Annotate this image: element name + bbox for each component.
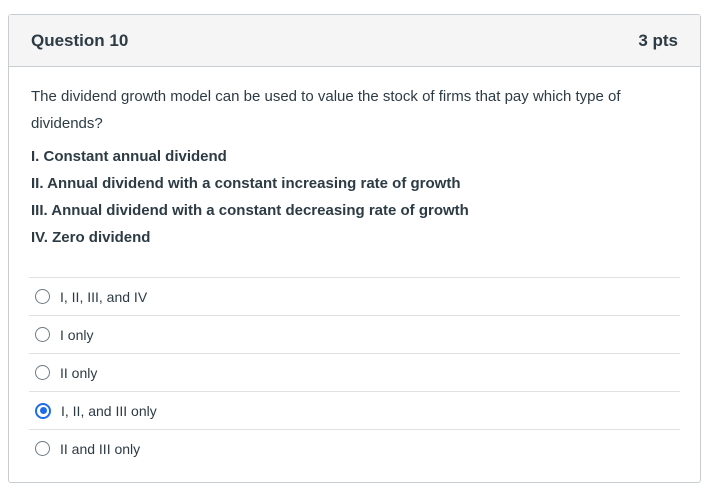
statement-i: I. Constant annual dividend bbox=[31, 148, 227, 165]
option-label[interactable]: I only bbox=[60, 326, 94, 343]
answer-option[interactable]: II only bbox=[29, 353, 680, 391]
radio-dot bbox=[39, 445, 46, 452]
statement-list: I. Constant annual dividend II. Annual d… bbox=[31, 143, 678, 251]
radio-dot bbox=[39, 369, 46, 376]
radio-button[interactable] bbox=[35, 365, 50, 380]
radio-dot bbox=[39, 331, 46, 338]
answer-options: I, II, III, and IV I only II only I, II,… bbox=[29, 277, 680, 467]
statement-ii: II. Annual dividend with a constant incr… bbox=[31, 175, 461, 192]
question-header: Question 10 3 pts bbox=[9, 15, 700, 67]
radio-dot bbox=[39, 293, 46, 300]
statement-iii: III. Annual dividend with a constant dec… bbox=[31, 202, 469, 219]
answer-option[interactable]: I, II, and III only bbox=[29, 391, 680, 429]
option-label[interactable]: II and III only bbox=[60, 440, 141, 457]
question-prompt: The dividend growth model can be used to… bbox=[31, 88, 621, 132]
question-title: Question 10 bbox=[31, 30, 129, 50]
question-card: Question 10 3 pts The dividend growth mo… bbox=[8, 14, 701, 483]
answer-option[interactable]: I, II, III, and IV bbox=[29, 277, 680, 315]
answer-option[interactable]: I only bbox=[29, 315, 680, 353]
answer-option[interactable]: II and III only bbox=[29, 429, 680, 467]
question-body: The dividend growth model can be used to… bbox=[9, 67, 700, 467]
radio-button[interactable] bbox=[35, 289, 50, 304]
option-label[interactable]: I, II, III, and IV bbox=[60, 288, 148, 305]
option-label[interactable]: I, II, and III only bbox=[61, 402, 157, 419]
radio-button[interactable] bbox=[35, 441, 50, 456]
radio-button[interactable] bbox=[35, 327, 50, 342]
statement-iv: IV. Zero dividend bbox=[31, 229, 151, 246]
option-label[interactable]: II only bbox=[60, 364, 98, 381]
radio-dot bbox=[39, 407, 47, 414]
radio-button[interactable] bbox=[35, 402, 51, 419]
question-points: 3 pts bbox=[638, 30, 678, 50]
